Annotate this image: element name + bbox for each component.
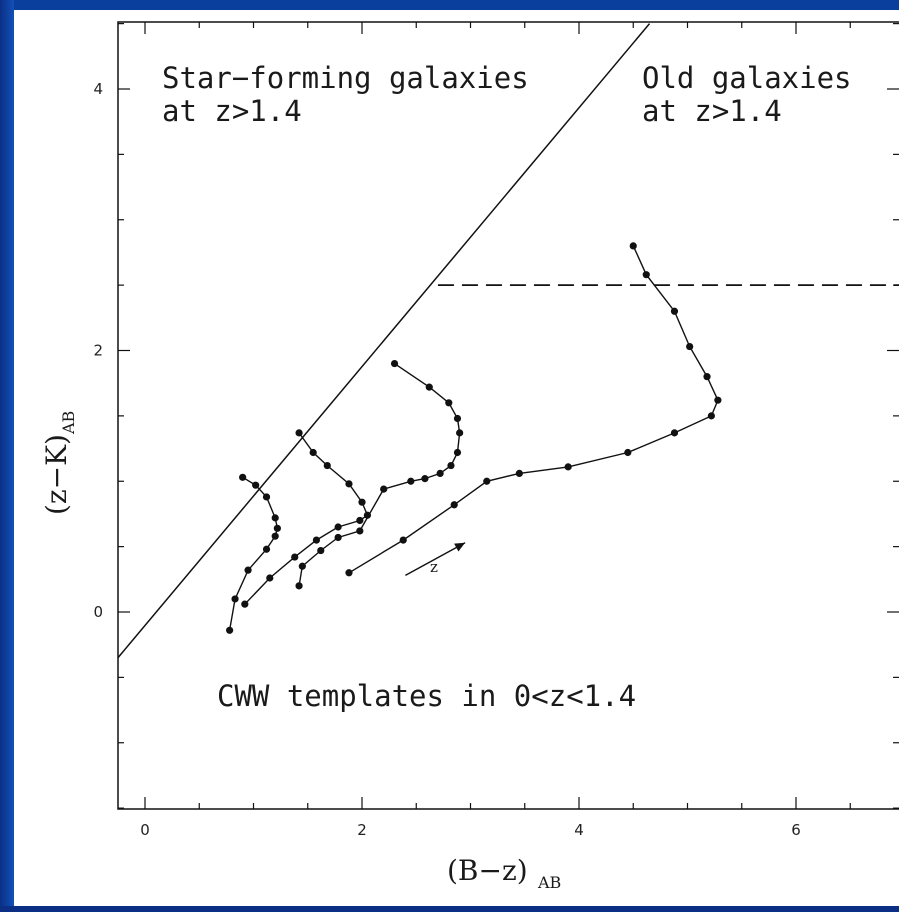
y-axis-label-subscript: AB [59,411,78,435]
template-point [407,477,415,485]
template-point [334,533,342,542]
template-point [670,429,679,437]
template-point [642,271,650,279]
template-track-3 [298,363,461,587]
annotation-starforming-line1: Star−forming galaxies [162,61,529,95]
template-point [707,412,715,420]
x-axis-label-text: (B−z) [447,854,528,887]
template-point [390,359,399,368]
x-axis-label: (B−z) AB [447,854,561,892]
y-tick-label: 0 [93,603,103,621]
template-point [226,626,234,634]
annotation-starforming-line2: at z>1.4 [162,94,302,128]
template-point [345,480,353,488]
template-point [380,485,388,493]
y-axis-label-text: (z−K) [40,434,73,515]
template-point [356,527,364,535]
selection-boundary-line [118,23,651,659]
template-point [317,546,325,555]
template-point [629,242,637,250]
template-point [239,473,247,481]
template-point [262,545,271,553]
template-track-1 [228,476,279,631]
template-point [291,553,299,561]
template-point [421,475,429,483]
template-point [447,461,455,470]
template-point [231,595,239,603]
template-point [312,536,321,544]
template-point [483,477,491,485]
annotation-old-line1: Old galaxies [642,61,852,95]
template-point [271,514,279,522]
x-tick-label: 4 [574,821,584,839]
template-point [450,501,458,509]
template-point [445,399,453,407]
template-point [453,448,462,457]
template-track-4 [348,245,719,574]
template-point [345,569,353,577]
template-point [670,307,679,315]
annotation-old-line2: at z>1.4 [642,94,782,128]
template-point [515,469,523,478]
annotation-cww: CWW templates in 0<z<1.4 [217,679,636,713]
template-point [244,566,252,574]
x-tick-label: 6 [791,821,801,839]
redshift-arrow-head [454,542,466,552]
template-point [624,448,632,457]
template-point [241,600,249,608]
template-point [686,342,694,351]
template-point [399,536,407,544]
template-point [295,429,303,437]
redshift-arrow-label: z [430,558,438,576]
y-tick-label: 2 [93,342,103,360]
template-point [358,498,366,506]
axis-ticks [118,22,899,809]
slide-panel [14,10,899,906]
template-point [453,414,462,423]
y-axis-label: (z−K) AB [40,411,78,515]
template-point [564,463,572,471]
template-point [703,373,711,381]
slide-bottom-strip [0,906,899,912]
template-point [298,562,306,570]
template-point [323,461,331,470]
template-point [334,523,342,531]
template-track-2 [244,432,369,605]
x-axis-label-subscript: AB [537,873,561,892]
template-point [356,516,364,525]
template-point [262,493,271,501]
template-point [436,469,444,478]
x-tick-label: 0 [140,821,150,839]
template-point [425,383,433,391]
redshift-arrow [405,542,466,577]
template-point [714,396,722,404]
template-point [309,448,317,457]
template-point [456,429,464,437]
slide-background-bar [0,0,14,912]
x-tick-label: 2 [357,821,367,839]
template-point [295,582,303,590]
template-point [266,574,274,582]
y-tick-label: 4 [93,80,103,98]
template-point [273,524,281,532]
template-point [271,532,279,540]
template-point [252,481,260,489]
